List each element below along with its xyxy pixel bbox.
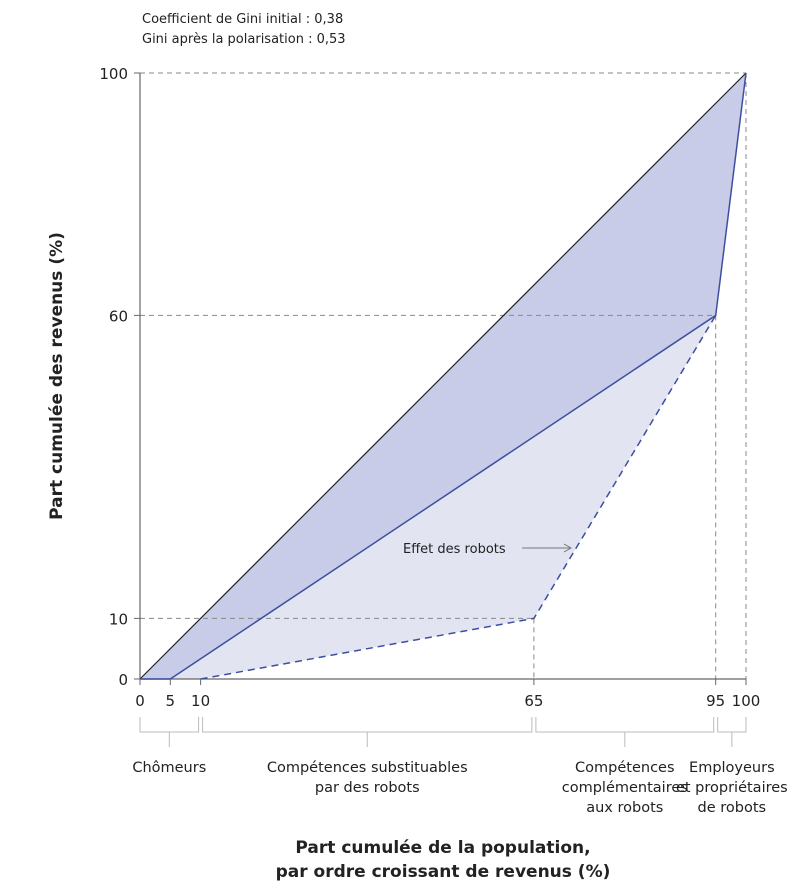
group-label: de robots (698, 800, 767, 816)
effect-label: Effet des robots (403, 542, 506, 557)
group-label: Employeurs (689, 760, 775, 776)
group-label: aux robots (586, 800, 663, 816)
x-axis-label: Part cumulée de la population, (295, 838, 590, 858)
group-bracket (202, 717, 533, 733)
gini-after-note: Gini après la polarisation : 0,53 (142, 32, 346, 47)
x-tick-label: 65 (524, 692, 543, 710)
group-bracket (535, 717, 715, 733)
group-label: par des robots (315, 780, 420, 796)
y-tick-label: 10 (109, 610, 128, 628)
x-axis-label: par ordre croissant de revenus (%) (276, 862, 611, 882)
group-bracket (717, 717, 747, 733)
group-label: complémentaires (562, 780, 688, 796)
equality-line (139, 72, 747, 680)
y-tick-label: 60 (109, 307, 128, 325)
y-tick-label: 100 (99, 65, 128, 83)
group-label: Chômeurs (132, 760, 206, 776)
y-axis-label: Part cumulée des revenus (%) (47, 232, 67, 520)
initial-lorenz-curve (140, 72, 747, 680)
x-tick-label: 95 (706, 692, 725, 710)
group-label: Compétences (575, 760, 675, 776)
group-label: Compétences substituables (267, 760, 468, 776)
x-tick-label: 10 (191, 692, 210, 710)
gini-initial-note: Coefficient de Gini initial : 0,38 (142, 12, 344, 27)
y-tick-label: 0 (118, 671, 128, 689)
group-bracket (139, 717, 200, 733)
polarised-lorenz-curve (200, 315, 717, 680)
x-tick-label: 0 (135, 692, 145, 710)
group-label: et propriétaires (676, 780, 788, 796)
effect-arrow-head (563, 543, 573, 553)
x-tick-label: 100 (732, 692, 761, 710)
x-tick-label: 5 (166, 692, 176, 710)
